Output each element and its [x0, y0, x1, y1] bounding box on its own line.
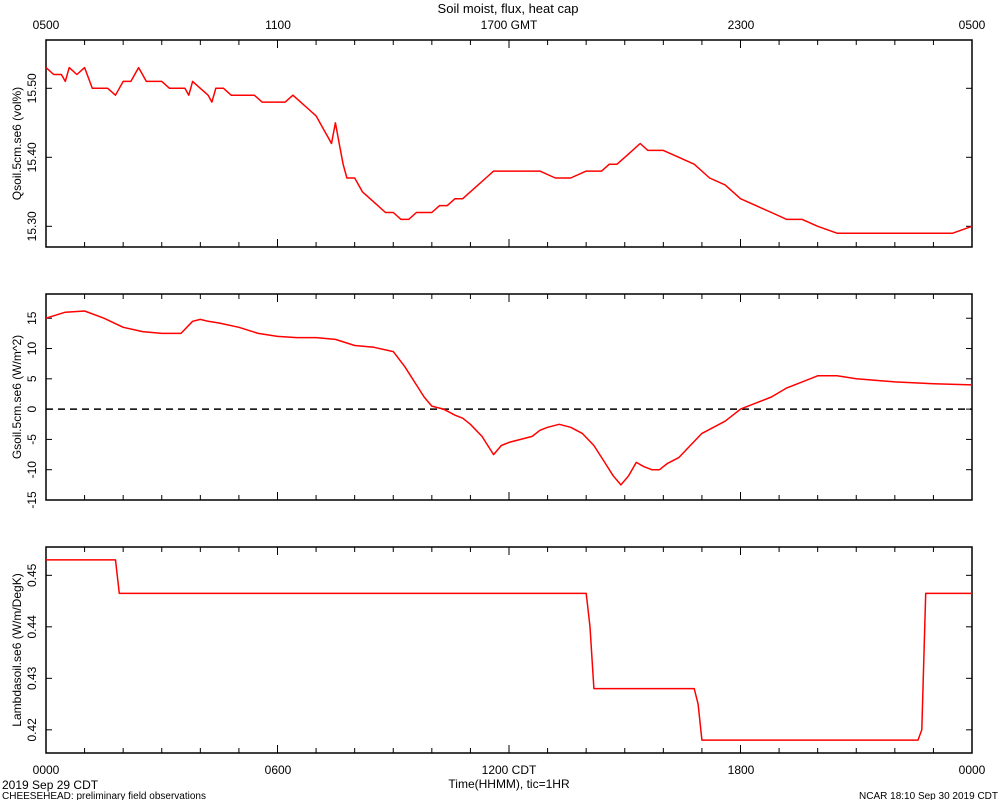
- y-tick-label: 15.40: [25, 142, 39, 172]
- panel-soil-heat-flux: -15 -10 -5 0 5 10 15 Gsoil.5cm.se6 (W/m^2): [10, 293, 973, 509]
- bottom-axis-tick-label: 1200 CDT: [482, 763, 537, 777]
- bottom-axis-labels: 0000 0600 1200 CDT 1800 0000: [33, 763, 986, 777]
- y-axis-label: Gsoil.5cm.se6 (W/m^2): [10, 335, 24, 459]
- footer-stamp: NCAR 18:10 Sep 30 2019 CDT: [859, 791, 998, 800]
- panel-thermal-conductivity: 0.42 0.43 0.44 0.45 Lambdasoil.se6 (W/m/Deg…: [10, 546, 973, 754]
- y-axis-label: Lambdasoil.se6 (W/m/DegK): [10, 573, 24, 726]
- soil-moisture-line: [45, 66, 973, 234]
- y-axis-label: Qsoil.5cm.se6 (vol%): [10, 87, 24, 200]
- y-tick-label: 10: [25, 342, 39, 356]
- y-tick-label: 15.50: [25, 73, 39, 103]
- y-tick-label: 0.44: [25, 615, 39, 639]
- y-tick-labels: 15.30 15.40 15.50: [25, 73, 39, 241]
- y-tick-label: 0.42: [25, 718, 39, 742]
- top-axis-tick-label: 1100: [265, 18, 291, 32]
- top-axis-labels: 0500 1100 1700 GMT 2300 0500: [33, 18, 986, 32]
- y-tick-label: -10: [25, 461, 39, 479]
- panel-frame: [45, 546, 973, 754]
- y-tick-label: 0.43: [25, 666, 39, 690]
- panel-ticks: [45, 547, 973, 753]
- y-tick-label: 15: [25, 311, 39, 325]
- top-axis-tick-label: 1700 GMT: [481, 18, 538, 32]
- top-axis-tick-label: 0500: [959, 18, 986, 32]
- top-axis-tick-label: 2300: [728, 18, 755, 32]
- panel-soil-moisture: 15.30 15.40 15.50 Qsoil.5cm.se6 (vol%): [10, 39, 973, 248]
- y-tick-label: 0.45: [25, 563, 39, 587]
- y-tick-labels: 0.42 0.43 0.44 0.45: [25, 563, 39, 741]
- thermal-conductivity-line: [46, 559, 972, 741]
- bottom-axis-tick-label: 0000: [33, 763, 60, 777]
- y-tick-label: 15.30: [25, 211, 39, 241]
- footer-project: CHEESEHEAD: preliminary field observatio…: [2, 791, 206, 800]
- bottom-axis-tick-label: 0000: [959, 763, 986, 777]
- y-tick-labels: -15 -10 -5 0 5 10 15: [25, 311, 39, 508]
- bottom-axis-tick-label: 0600: [265, 763, 292, 777]
- footer-date: 2019 Sep 29 CDT: [2, 778, 99, 792]
- panel-frame: [45, 293, 973, 501]
- panel-ticks: [45, 294, 973, 501]
- y-tick-label: -15: [25, 491, 39, 509]
- y-tick-label: -5: [25, 434, 39, 445]
- panel-ticks: [45, 40, 973, 247]
- y-tick-label: 5: [25, 375, 39, 382]
- x-axis-label: Time(HHMM), tic=1HR: [448, 777, 570, 791]
- panel-frame: [45, 39, 973, 248]
- bottom-axis-tick-label: 1800: [728, 763, 755, 777]
- top-axis-tick-label: 0500: [33, 18, 60, 32]
- chart-title: Soil moist, flux, heat cap: [438, 1, 579, 16]
- y-tick-label: 0: [25, 405, 39, 412]
- soil-heat-flux-line: [45, 310, 973, 486]
